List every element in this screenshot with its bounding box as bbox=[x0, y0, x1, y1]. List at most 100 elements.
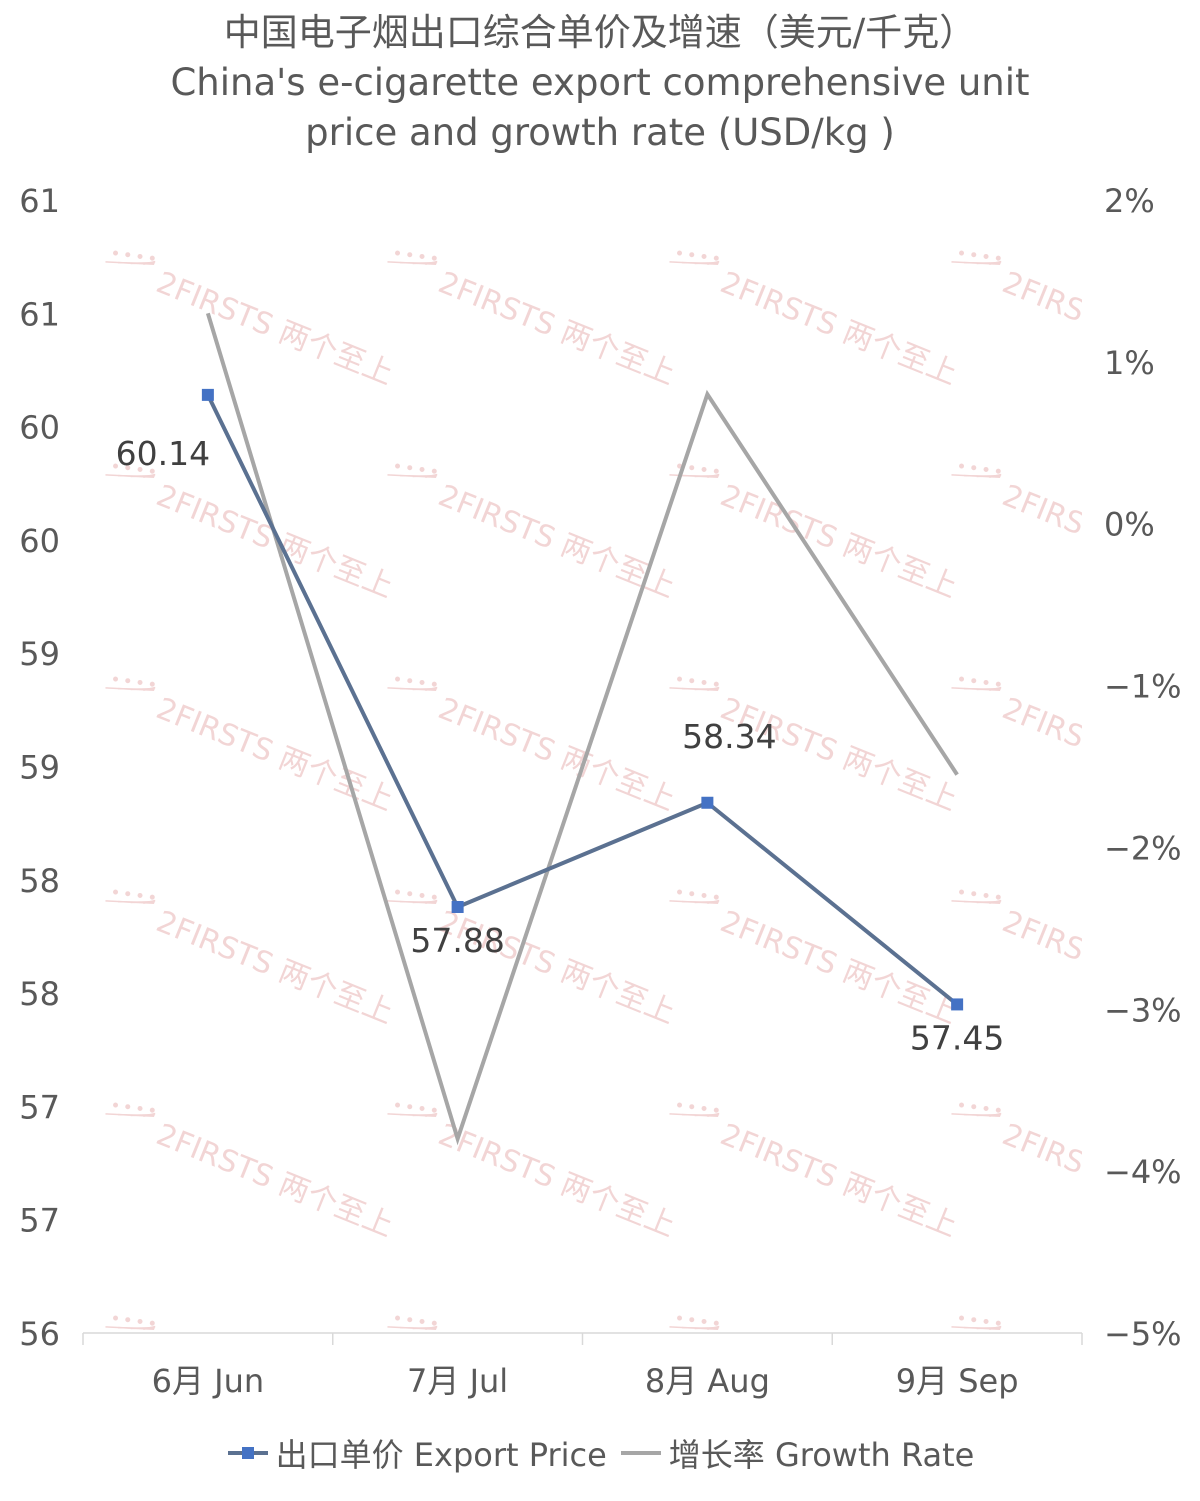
watermark-dot bbox=[677, 1102, 683, 1108]
watermark-dot bbox=[983, 253, 989, 259]
watermark-dot bbox=[113, 889, 119, 895]
chart-title-block: 中国电子烟出口综合单价及增速（美元/千克） China's e-cigarett… bbox=[0, 8, 1200, 158]
watermark-dot bbox=[995, 1320, 1001, 1326]
series-layer bbox=[201, 312, 964, 1146]
watermark-dot bbox=[149, 1320, 155, 1326]
watermark-dot bbox=[137, 892, 143, 898]
watermark-2: 2FIRSTS 两个至上 bbox=[669, 250, 962, 392]
export-price-data-label: 57.45 bbox=[910, 1018, 1004, 1057]
watermark-dot bbox=[713, 255, 719, 261]
watermark-dot bbox=[137, 679, 143, 685]
watermark-stroke bbox=[707, 473, 720, 478]
y-left-tick-label: 61 bbox=[19, 182, 60, 220]
watermark-dot bbox=[995, 681, 1001, 687]
watermark-dot bbox=[959, 250, 965, 256]
watermark-dot bbox=[419, 892, 425, 898]
series-line-growth-rate bbox=[205, 312, 959, 1146]
watermark-text: 2FIRSTS 两个至上 bbox=[997, 265, 1200, 392]
y-right-tick-label: 1% bbox=[1104, 344, 1155, 382]
y-left-tick-label: 59 bbox=[19, 635, 60, 673]
watermark-stroke bbox=[143, 686, 156, 691]
watermark-dot bbox=[149, 468, 155, 474]
watermark-dot bbox=[113, 676, 119, 682]
watermark-dot bbox=[395, 463, 401, 469]
watermark-dot bbox=[431, 1107, 437, 1113]
y-left-tick-label: 57 bbox=[19, 1202, 60, 1240]
watermark-text: 2FIRSTS 两个至上 bbox=[997, 478, 1200, 605]
watermark-9: 2FIRSTS 两个至上 bbox=[387, 676, 680, 818]
watermark-dot bbox=[395, 1315, 401, 1321]
watermark-dot bbox=[113, 1315, 119, 1321]
watermark-stroke bbox=[425, 1112, 438, 1117]
watermark-stroke bbox=[989, 260, 1002, 265]
watermark-dot bbox=[983, 1318, 989, 1324]
watermark-dot bbox=[419, 253, 425, 259]
y-left-tick-label: 58 bbox=[19, 975, 60, 1013]
watermark-dot bbox=[713, 1320, 719, 1326]
y-left-tick-label: 58 bbox=[19, 862, 60, 900]
legend-item-export-price: 出口单价 Export Price bbox=[226, 1430, 607, 1476]
watermark-dot bbox=[701, 892, 707, 898]
watermark-dot bbox=[125, 1104, 131, 1110]
watermark-dot bbox=[137, 466, 143, 472]
y-left-tick-label: 61 bbox=[19, 295, 60, 333]
watermark-dot bbox=[701, 679, 707, 685]
y-right-tick-label: −5% bbox=[1104, 1315, 1182, 1353]
chart-title: 中国电子烟出口综合单价及增速（美元/千克） bbox=[223, 11, 977, 54]
watermark-dot bbox=[149, 894, 155, 900]
legend-swatch-growth-rate bbox=[619, 1435, 663, 1471]
watermark-dot bbox=[983, 1105, 989, 1111]
y-right-tick-label: −2% bbox=[1104, 829, 1182, 867]
watermark-stroke bbox=[989, 1112, 1002, 1117]
watermark-dot bbox=[419, 1318, 425, 1324]
watermark-dot bbox=[125, 252, 131, 258]
watermark-text: 2FIRSTS 两个至上 bbox=[433, 691, 680, 818]
watermark-dot bbox=[713, 1107, 719, 1113]
watermark-dot bbox=[677, 250, 683, 256]
x-tick-label: 9月 Sep bbox=[896, 1362, 1019, 1400]
watermark-dot bbox=[395, 676, 401, 682]
watermark-dot bbox=[689, 465, 695, 471]
watermark-text: 2FIRSTS 两个至上 bbox=[715, 478, 962, 605]
export-price-marker bbox=[701, 796, 714, 809]
watermark-dot bbox=[419, 679, 425, 685]
watermark-stroke bbox=[425, 473, 438, 478]
watermark-dot bbox=[407, 465, 413, 471]
watermark-dot bbox=[995, 468, 1001, 474]
export-price-data-label: 57.88 bbox=[410, 921, 504, 960]
y-right-tick-label: −1% bbox=[1104, 668, 1182, 706]
chart-subtitle-line-1: China's e-cigarette export comprehensive… bbox=[170, 61, 1030, 104]
watermark-dot bbox=[971, 678, 977, 684]
watermark-14: 2FIRSTS 两个至上 bbox=[669, 889, 962, 1031]
watermark-4: 2FIRSTS 两个至上 bbox=[105, 463, 398, 605]
watermark-text: 2FIRSTS 两个至上 bbox=[151, 1117, 398, 1244]
watermark-text: 2FIRSTS 两个至上 bbox=[433, 1117, 680, 1244]
y-left-tick-label: 60 bbox=[19, 409, 60, 447]
watermark-stroke bbox=[707, 686, 720, 691]
watermark-5: 2FIRSTS 两个至上 bbox=[387, 463, 680, 605]
series-line-export-price bbox=[206, 393, 959, 1006]
watermark-text: 2FIRSTS 两个至上 bbox=[433, 265, 680, 392]
watermark-dot bbox=[713, 468, 719, 474]
watermark-stroke bbox=[707, 1112, 720, 1117]
watermark-12: 2FIRSTS 两个至上 bbox=[105, 889, 398, 1031]
watermark-dot bbox=[113, 463, 119, 469]
watermark-6: 2FIRSTS 两个至上 bbox=[669, 463, 962, 605]
data-labels-layer: 60.14 57.88 58.34 57.45 bbox=[116, 434, 1005, 1058]
export-price-marker bbox=[201, 388, 214, 401]
watermark-dot bbox=[407, 891, 413, 897]
watermark-stroke bbox=[707, 1325, 720, 1330]
watermark-dot bbox=[407, 1317, 413, 1323]
watermark-text: 2FIRSTS 两个至上 bbox=[715, 1117, 962, 1244]
watermark-dot bbox=[113, 1102, 119, 1108]
watermark-dot bbox=[395, 1102, 401, 1108]
watermark-stroke bbox=[425, 1325, 438, 1330]
watermark-dot bbox=[959, 1315, 965, 1321]
watermark-dot bbox=[995, 1107, 1001, 1113]
watermark-dot bbox=[983, 892, 989, 898]
watermark-dot bbox=[677, 676, 683, 682]
watermark-stroke bbox=[143, 473, 156, 478]
watermark-text: 2FIRSTS 两个至上 bbox=[997, 691, 1200, 818]
watermark-dot bbox=[431, 468, 437, 474]
x-tick-label: 6月 Jun bbox=[152, 1362, 265, 1400]
